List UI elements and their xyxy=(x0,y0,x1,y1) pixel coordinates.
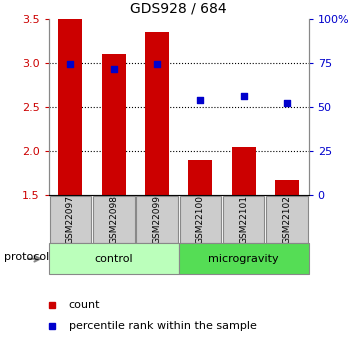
Bar xyxy=(188,160,212,195)
Bar xyxy=(275,180,299,195)
Bar xyxy=(179,243,309,274)
Text: count: count xyxy=(69,300,100,310)
Point xyxy=(111,66,117,72)
Bar xyxy=(49,196,91,243)
Point xyxy=(241,93,247,99)
Point xyxy=(154,61,160,67)
Point xyxy=(197,97,203,103)
Bar xyxy=(93,196,135,243)
Bar xyxy=(102,54,126,195)
Bar xyxy=(58,19,82,195)
Text: protocol: protocol xyxy=(4,252,49,262)
Text: microgravity: microgravity xyxy=(208,254,279,264)
Point xyxy=(284,100,290,105)
Text: GSM22097: GSM22097 xyxy=(66,195,75,244)
Bar xyxy=(179,196,221,243)
Bar xyxy=(145,32,169,195)
Bar xyxy=(136,196,178,243)
Title: GDS928 / 684: GDS928 / 684 xyxy=(130,1,227,15)
Text: GSM22102: GSM22102 xyxy=(283,195,291,244)
Text: GSM22098: GSM22098 xyxy=(109,195,118,244)
Bar xyxy=(49,243,179,274)
Text: GSM22101: GSM22101 xyxy=(239,195,248,244)
Bar xyxy=(232,147,256,195)
Bar xyxy=(266,196,308,243)
Text: percentile rank within the sample: percentile rank within the sample xyxy=(69,321,256,331)
Bar xyxy=(223,196,265,243)
Text: GSM22099: GSM22099 xyxy=(153,195,161,244)
Text: GSM22100: GSM22100 xyxy=(196,195,205,244)
Text: control: control xyxy=(95,254,133,264)
Point xyxy=(68,61,73,67)
